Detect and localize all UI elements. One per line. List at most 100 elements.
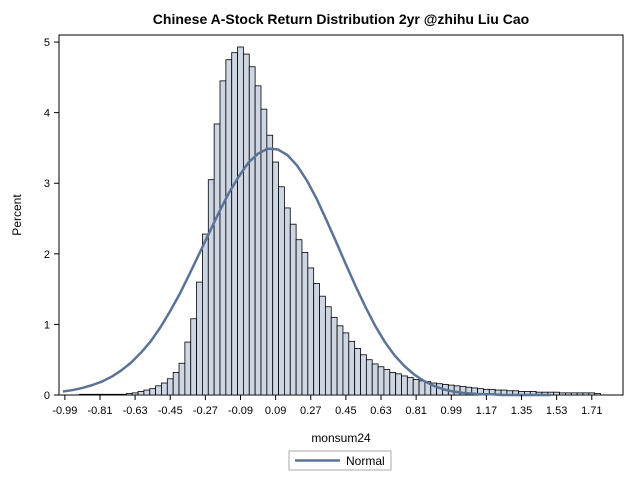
histogram-bar [96, 393, 104, 396]
x-tick-label: 0.09 [265, 405, 286, 417]
x-axis: -0.99 -0.81 -0.63 -0.45 -0.27 -0.09 0.09 0.27 0.… [52, 395, 602, 417]
histogram-bar [125, 393, 133, 396]
histogram-bar [559, 392, 566, 396]
x-tick-label: -0.99 [52, 405, 77, 417]
histogram-bar [588, 392, 596, 396]
histogram-bar [202, 233, 209, 396]
histogram-bar [401, 375, 408, 396]
x-tick-label: 0.99 [441, 405, 462, 417]
histogram-bar [207, 179, 215, 396]
x-tick-label: 1.35 [511, 405, 532, 417]
x-tick-label: 0.81 [405, 405, 426, 417]
y-tick-label: 0 [44, 390, 50, 402]
x-tick-label: -0.45 [158, 405, 183, 417]
histogram-bar [565, 392, 572, 396]
histogram-bar [272, 161, 279, 396]
x-tick-label: -0.63 [123, 405, 148, 417]
histogram-bar [120, 393, 127, 396]
histogram-bar [84, 393, 92, 396]
histogram-bar [196, 281, 203, 396]
histogram-bar [324, 306, 332, 396]
histogram-bar [406, 376, 414, 396]
histogram-bar [412, 379, 420, 396]
y-axis-label: Percent [10, 194, 24, 236]
x-tick-label: 0.45 [335, 405, 356, 417]
histogram-bar [231, 52, 238, 396]
histogram-bar [131, 392, 139, 396]
histogram-bar [307, 267, 315, 396]
histogram-bar [102, 393, 110, 396]
histogram-bar [395, 373, 402, 396]
histogram-bar [570, 392, 578, 396]
histogram-bar [243, 53, 250, 396]
x-tick-label: 1.71 [581, 405, 602, 417]
histogram-bar [336, 325, 344, 396]
histogram-bar [137, 391, 145, 396]
histogram-bar [418, 380, 426, 396]
histogram-bar [377, 366, 385, 396]
histogram-bar [190, 318, 197, 396]
histogram-bar [143, 389, 151, 396]
histogram-bar [354, 348, 361, 396]
y-tick-label: 3 [44, 178, 50, 190]
histogram-bar [90, 393, 98, 396]
histogram-bar [289, 223, 297, 396]
histogram-bar [371, 363, 379, 396]
y-tick-label: 1 [44, 319, 50, 331]
histogram-bar [254, 85, 262, 396]
histogram-bar [348, 340, 356, 396]
histogram-bar [389, 372, 397, 396]
histogram-bar [213, 123, 221, 396]
normal-curve-group [62, 147, 551, 397]
y-axis: 0 1 2 3 4 5 [44, 37, 59, 402]
histogram-bar [453, 385, 461, 396]
x-tick-label: -0.09 [228, 405, 253, 417]
histogram-bar [295, 239, 303, 396]
x-tick-label: 1.53 [546, 405, 567, 417]
histogram-bar [161, 382, 168, 396]
y-tick-label: 5 [44, 37, 50, 49]
histogram-bar [155, 385, 162, 396]
x-tick-label: -0.27 [193, 405, 218, 417]
histogram-bars [79, 46, 601, 396]
histogram-bar [149, 388, 156, 396]
histogram-bar [266, 134, 274, 396]
histogram-bar [301, 252, 309, 396]
histogram-bar [582, 392, 590, 396]
legend: Normal [288, 450, 392, 471]
histogram-bar [365, 359, 373, 396]
histogram-bar [184, 341, 192, 396]
x-tick-label: 1.17 [476, 405, 497, 417]
histogram-bar [114, 393, 121, 396]
histogram-bar [248, 66, 256, 396]
histogram-bar [172, 372, 180, 396]
histogram-bar [319, 295, 326, 396]
histogram-bar [330, 316, 338, 396]
x-axis-label: monsum24 [311, 431, 371, 445]
y-tick-label: 2 [44, 249, 50, 261]
legend-normal-label: Normal [346, 454, 385, 468]
chart-title: Chinese A-Stock Return Distribution 2yr … [153, 11, 529, 27]
histogram-bar [576, 392, 584, 396]
histogram-bar [342, 332, 350, 396]
histogram-bar [383, 369, 391, 396]
x-tick-label: 0.63 [370, 405, 391, 417]
histogram-bar [594, 393, 601, 396]
histogram-bar [225, 59, 233, 396]
histogram-bar [237, 46, 244, 396]
histogram-bar [79, 393, 86, 396]
y-tick-label: 4 [44, 108, 50, 120]
histogram-bar [219, 80, 227, 396]
x-tick-label: 0.27 [300, 405, 321, 417]
histogram-bar [283, 207, 291, 396]
histogram-bar [178, 362, 186, 396]
normal-curve-line [62, 147, 551, 397]
histogram-bar [278, 186, 285, 396]
histogram-bar [313, 283, 320, 396]
histogram-bar [108, 393, 116, 396]
histogram-bar [360, 354, 367, 396]
x-tick-label: -0.81 [87, 405, 112, 417]
histogram-bar [166, 378, 174, 396]
histogram-bar [553, 391, 560, 396]
